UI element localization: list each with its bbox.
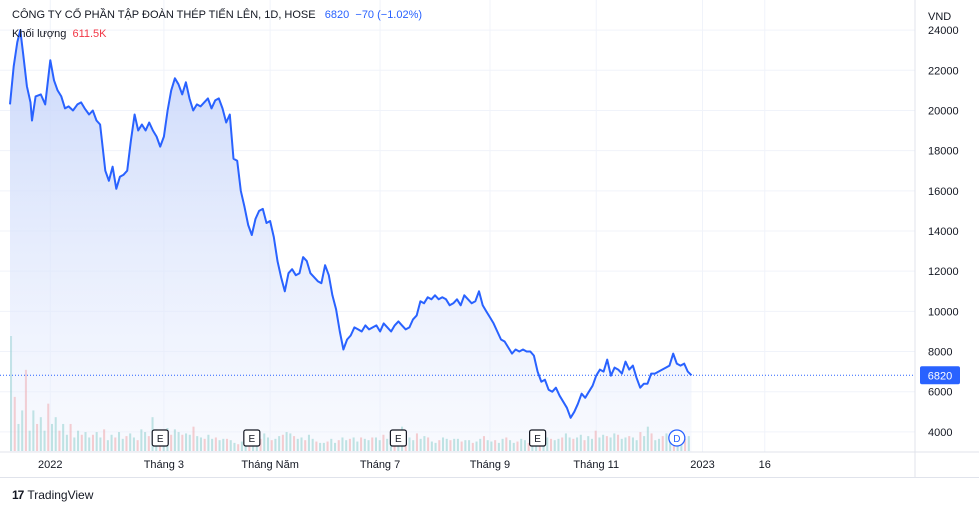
dividend-marker-icon — [668, 429, 686, 447]
volume-value: 611.5K — [72, 28, 107, 40]
event-marker-label: E — [534, 434, 541, 445]
axis-layer: 4000 6000 8000 10000 12000 14000 16000 18000 200… — [0, 0, 979, 478]
y-tick-label: 4000 — [928, 427, 952, 439]
x-tick-label: 16 — [759, 459, 771, 471]
y-tick-label: 24000 — [928, 25, 959, 37]
x-tick-label: 2022 — [38, 459, 62, 471]
area-layer — [0, 29, 915, 452]
last-price-tag-label: 6820 — [928, 370, 952, 382]
symbol-title: CÔNG TY CỔ PHẦN TẬP ĐOÀN THÉP TIẾN LÊN, … — [12, 9, 316, 21]
volume-header: Khối lượng 611.5K — [12, 28, 107, 40]
x-tick-label: 2023 — [690, 459, 714, 471]
earnings-marker-icon — [151, 429, 169, 447]
event-marker-label: E — [395, 434, 402, 445]
earnings-marker-icon — [243, 429, 261, 447]
y-tick-label: 8000 — [928, 347, 952, 359]
x-tick-label: Tháng 3 — [144, 459, 184, 471]
y-tick-label: 10000 — [928, 306, 959, 318]
symbol-header: CÔNG TY CỔ PHẦN TẬP ĐOÀN THÉP TIẾN LÊN, … — [12, 9, 422, 21]
last-price-tag — [920, 366, 960, 385]
event-marker-label: E — [248, 434, 255, 445]
y-tick-label: 22000 — [928, 65, 959, 77]
y-axis-unit: VND — [928, 11, 951, 23]
volume-label: Khối lượng — [12, 28, 67, 40]
event-marker-label: E — [157, 434, 164, 445]
y-tick-label: 6000 — [928, 387, 952, 399]
earnings-marker-icon — [389, 429, 407, 447]
price-chart[interactable]: E E E E D 4000 6000 8000 10000 12000 14000 16000 18… — [0, 0, 979, 478]
tradingview-logo-icon[interactable]: 17 — [12, 488, 24, 502]
last-price: 6820 — [324, 9, 350, 21]
x-tick-label: Tháng 7 — [360, 459, 400, 471]
price-area-fill — [10, 30, 692, 452]
tradingview-brand[interactable]: TradingView — [27, 488, 94, 502]
y-tick-label: 20000 — [928, 105, 959, 117]
earnings-marker-icon — [529, 429, 547, 447]
x-tick-label: Tháng Năm — [241, 459, 298, 471]
x-tick-label: Tháng 9 — [470, 459, 510, 471]
y-tick-label: 14000 — [928, 226, 959, 238]
y-tick-label: 18000 — [928, 146, 959, 158]
y-tick-label: 12000 — [928, 266, 959, 278]
footer[interactable]: 17 TradingView — [12, 488, 93, 502]
chart-frame: E E E E D 4000 6000 8000 10000 12000 14000 16000 18… — [0, 0, 979, 478]
price-change: −70 (−1.02%) — [355, 9, 423, 21]
price-line-series — [9, 29, 693, 419]
y-tick-label: 16000 — [928, 186, 959, 198]
event-marker-label: D — [673, 434, 680, 445]
x-tick-label: Tháng 11 — [573, 459, 619, 471]
